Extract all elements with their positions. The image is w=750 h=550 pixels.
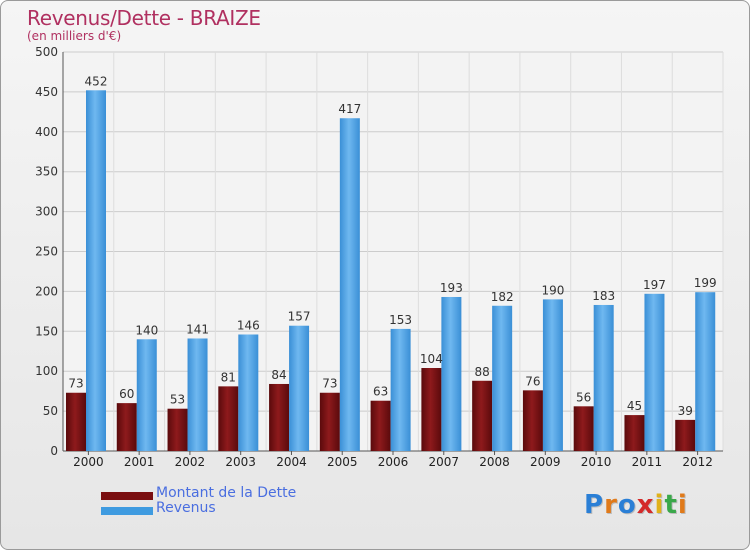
bars	[66, 90, 716, 451]
bar-dette	[66, 392, 86, 451]
data-label-revenus: 452	[85, 74, 108, 88]
logo-letter: i	[677, 490, 688, 520]
x-tick-label: 2005	[327, 455, 358, 469]
logo-letter: r	[604, 490, 618, 520]
bar-dette	[573, 406, 594, 451]
chart-title: Revenus/Dette - BRAIZE	[27, 6, 261, 30]
bar-revenus	[492, 305, 513, 451]
logo-letter: t	[664, 490, 678, 520]
y-tick-label: 50	[43, 404, 58, 418]
proxiti-logo: Proxiti	[584, 490, 688, 520]
data-label-dette: 60	[119, 387, 134, 401]
bar-revenus	[289, 325, 310, 451]
bar-dette	[116, 403, 137, 451]
y-tick-label: 450	[35, 85, 58, 99]
bar-revenus	[238, 334, 259, 451]
y-tick-label: 300	[35, 205, 58, 219]
x-tick-label: 2010	[581, 455, 612, 469]
x-tick-label: 2002	[175, 455, 206, 469]
data-label-revenus: 190	[541, 283, 564, 297]
logo-letter: i	[654, 490, 665, 520]
bar-dette	[472, 380, 493, 451]
x-tick-label: 2008	[479, 455, 510, 469]
y-tick-label: 150	[35, 324, 58, 338]
data-label-dette: 81	[221, 370, 236, 384]
bar-revenus	[593, 304, 614, 451]
data-label-revenus: 153	[389, 313, 412, 327]
data-label-revenus: 183	[592, 289, 615, 303]
bar-dette	[522, 390, 543, 451]
bar-dette	[218, 386, 239, 451]
data-labels: 73 452 60 140 53 141 81 146 84 157 73 417 63 153 104 19…	[68, 74, 716, 418]
bar-revenus	[441, 296, 462, 451]
bar-revenus	[695, 292, 716, 451]
x-tick-label: 2006	[378, 455, 409, 469]
bar-dette	[624, 415, 645, 451]
logo-letter: o	[617, 490, 637, 520]
x-tick-label: 2007	[428, 455, 459, 469]
bar-dette	[370, 400, 391, 451]
logo-letter: x	[636, 490, 655, 520]
data-label-dette: 84	[271, 368, 286, 382]
y-tick-label: 100	[35, 364, 58, 378]
data-label-dette: 88	[475, 365, 490, 379]
legend-swatch-revenus	[101, 507, 153, 515]
bar-dette	[167, 408, 188, 451]
bar-dette	[675, 419, 696, 451]
data-label-dette: 39	[678, 404, 693, 418]
legend-label-revenus: Revenus	[156, 500, 216, 516]
y-tick-label: 250	[35, 245, 58, 259]
x-tick-label: 2003	[225, 455, 256, 469]
legend-swatch-dette	[101, 492, 153, 500]
y-tick-label: 500	[35, 45, 58, 59]
legend-label-dette: Montant de la Dette	[156, 485, 297, 501]
bar-dette	[421, 368, 442, 451]
x-tick-label: 2011	[632, 455, 663, 469]
bar-revenus	[339, 118, 360, 451]
bar-revenus	[187, 338, 208, 451]
bar-revenus	[86, 90, 106, 451]
data-label-dette: 53	[170, 393, 185, 407]
x-tick-label: 2000	[73, 455, 104, 469]
chart-subtitle: (en milliers d'€)	[27, 29, 122, 43]
data-label-dette: 56	[576, 390, 591, 404]
data-label-dette: 45	[627, 399, 642, 413]
bar-revenus	[644, 293, 665, 451]
y-tick-label: 350	[35, 165, 58, 179]
data-label-revenus: 157	[288, 310, 311, 324]
data-label-revenus: 146	[237, 318, 260, 332]
x-tick-label: 2001	[124, 455, 155, 469]
bar-dette	[319, 392, 340, 451]
data-label-dette: 104	[420, 352, 443, 366]
x-tick-label: 2004	[276, 455, 307, 469]
data-label-revenus: 193	[440, 281, 463, 295]
bar-revenus	[542, 299, 563, 451]
axes: 0 50 100 150 200 250 300 350 400 450 500 2000 2001 20…	[35, 45, 723, 469]
y-tick-label: 0	[50, 444, 58, 458]
y-tick-label: 400	[35, 125, 58, 139]
data-label-revenus: 199	[694, 276, 717, 290]
data-label-revenus: 417	[338, 102, 361, 116]
x-tick-label: 2012	[682, 455, 713, 469]
data-label-dette: 73	[322, 377, 337, 391]
y-tick-label: 200	[35, 284, 58, 298]
bar-revenus	[390, 328, 411, 451]
data-label-revenus: 197	[643, 278, 666, 292]
bar-dette	[269, 383, 290, 451]
data-label-dette: 63	[373, 385, 388, 399]
logo-letter: P	[584, 490, 605, 520]
data-label-revenus: 182	[491, 290, 514, 304]
data-label-revenus: 140	[135, 323, 158, 337]
data-label-dette: 76	[525, 374, 540, 388]
x-tick-label: 2009	[530, 455, 561, 469]
bar-revenus	[136, 339, 157, 451]
data-label-revenus: 141	[186, 322, 209, 336]
data-label-dette: 73	[68, 377, 83, 391]
